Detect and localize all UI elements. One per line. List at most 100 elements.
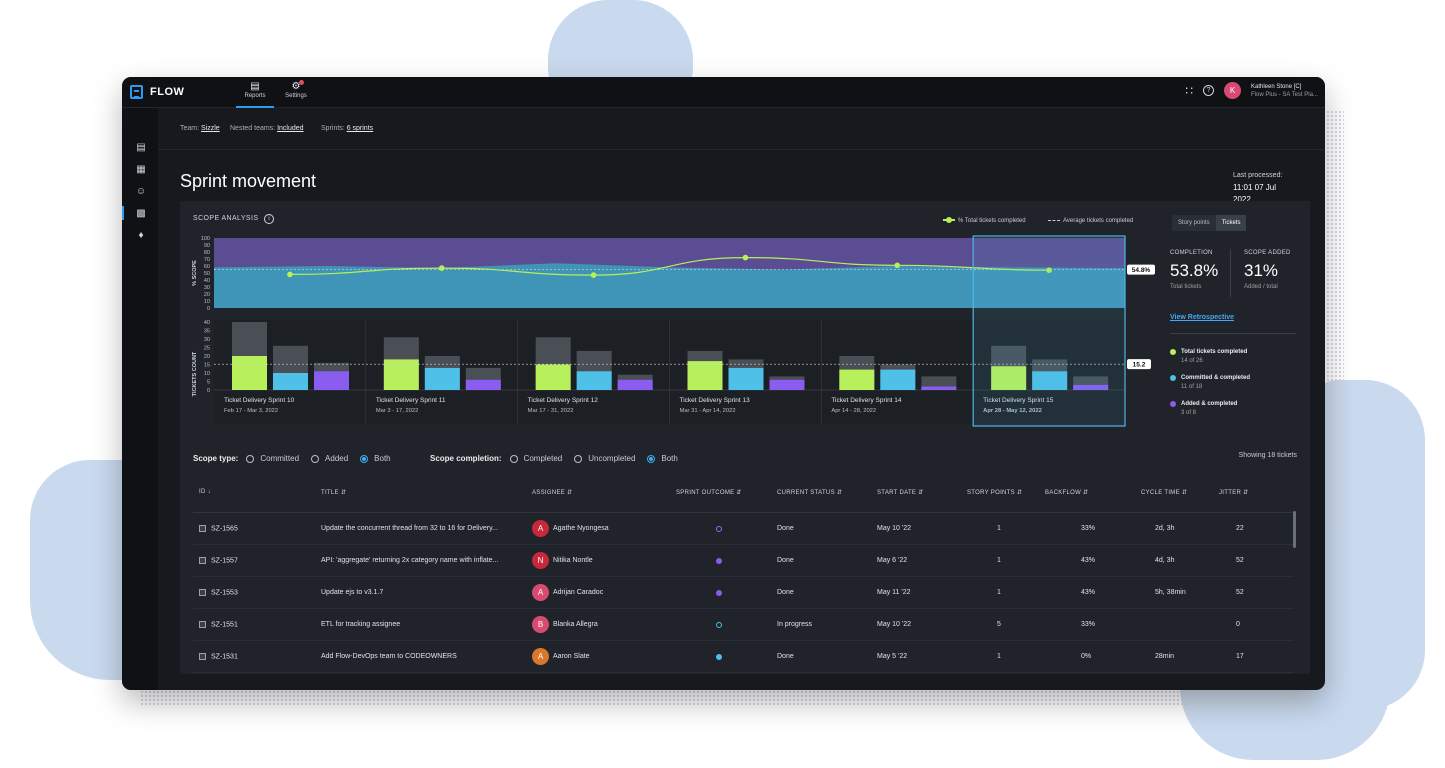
table-row[interactable]: SZ-1553 Update ejs to v3.1.7 A Adrijan Cara… (193, 577, 1293, 609)
column-story-points[interactable]: STORY POINTS ⇵ (967, 489, 1022, 496)
tab-reports-label: Reports (244, 93, 266, 99)
apps-grid-icon[interactable]: ∷ (1185, 83, 1193, 98)
team-filter-value[interactable]: Sizzle (201, 125, 220, 132)
column-jitter[interactable]: JITTER ⇵ (1219, 489, 1248, 496)
column-current-status[interactable]: CURRENT STATUS ⇵ (777, 489, 842, 496)
kpi-divider (1230, 249, 1231, 297)
cell-story-points: 1 (997, 653, 1001, 660)
help-icon[interactable]: ? (1203, 85, 1214, 96)
top-y-tick-label: 90 (204, 243, 210, 249)
cell-id[interactable]: SZ-1551 (199, 621, 238, 628)
bar-committed-completed (1032, 371, 1068, 390)
bar-added-completed (617, 379, 653, 390)
side-legend-total-sub: 14 of 26 (1181, 358, 1203, 364)
cell-status: Done (777, 653, 794, 660)
completion-line (289, 256, 1050, 276)
column-sprint-outcome-label: SPRINT OUTCOME (676, 490, 735, 496)
legend-average: Average tickets completed (1048, 218, 1133, 224)
column-id-label: ID (199, 489, 206, 495)
top-average-badge (1127, 264, 1155, 275)
cell-cycle-time: 5h, 38min (1155, 589, 1186, 596)
bottom-y-tick-label: 20 (204, 354, 210, 360)
cell-id[interactable]: SZ-1531 (199, 653, 238, 660)
column-sprint-outcome[interactable]: SPRINT OUTCOME ⇵ (676, 489, 742, 496)
completion-value: 53.8% (1170, 261, 1219, 280)
table-row[interactable]: SZ-1551 ETL for tracking assignee B Blanka … (193, 609, 1293, 641)
scope-type-committed[interactable]: Committed (246, 454, 299, 463)
completion-kpi: COMPLETION 53.8% Total tickets (1170, 250, 1218, 290)
notification-dot (299, 80, 304, 85)
sprints-value[interactable]: 6 sprints (346, 125, 374, 132)
column-cycle-time[interactable]: CYCLE TIME ⇵ (1141, 489, 1187, 496)
cell-assignee: Blanka Allegra (553, 621, 598, 628)
column-jitter-label: JITTER (1219, 490, 1242, 496)
table-scrollbar[interactable] (1293, 511, 1296, 548)
legend-total-completed: % Total tickets completed (943, 217, 1026, 224)
top-y-tick-label: 50 (204, 271, 210, 277)
sprint-outcome-icon (716, 622, 722, 628)
sidebar-network-icon[interactable]: ♦ (138, 230, 144, 241)
sidebar-bar-chart-icon[interactable]: ▩ (136, 208, 146, 219)
side-legend-committed-sub: 11 of 18 (1181, 384, 1203, 390)
cell-id[interactable]: SZ-1553 (199, 589, 238, 596)
sprint-outcome-icon (716, 558, 722, 564)
tab-reports[interactable]: ▤ Reports (236, 81, 274, 108)
nested-teams-value[interactable]: Included (277, 125, 304, 132)
sidebar-person-icon[interactable]: ☺ (135, 186, 147, 197)
app-logo[interactable]: FLOW (130, 85, 184, 99)
avatar[interactable]: K (1224, 82, 1241, 99)
cell-id[interactable]: SZ-1557 (199, 557, 238, 564)
completion-uncompleted-label: Uncompleted (588, 454, 636, 463)
background-dots-bottom (140, 690, 1310, 706)
column-assignee[interactable]: ASSIGNEE ⇵ (532, 489, 572, 496)
gear-icon: ⚙ (291, 81, 301, 92)
bar-committed-completed (728, 367, 764, 390)
sidebar-active-indicator (122, 206, 124, 220)
chart-icon: ▤ (250, 81, 260, 92)
column-id[interactable]: ID ↓ (199, 489, 211, 495)
column-backflow[interactable]: BACKFLOW ⇵ (1045, 489, 1088, 496)
table-row[interactable]: SZ-1531 Add Flow-DevOps team to CODEOWNER… (193, 641, 1293, 673)
completion-both[interactable]: Both (647, 454, 678, 463)
column-title[interactable]: TITLE ⇵ (321, 489, 346, 496)
completion-uncompleted[interactable]: Uncompleted (574, 454, 635, 463)
user-info[interactable]: Kathleen Stone [C] Flow Plus - SA Test P… (1251, 83, 1319, 99)
app-window: FLOW ▤ Reports ⚙ Settings ∷ ? K Kathleen… (122, 77, 1325, 690)
cell-id-text: SZ-1553 (211, 589, 238, 597)
toggle-story-points[interactable]: Story points (1172, 215, 1216, 231)
bar-committed-completed (273, 373, 308, 390)
cell-start-date: May 11 '22 (877, 589, 911, 596)
sidebar-chart-icon[interactable]: ▤ (136, 142, 146, 153)
bar-added-completed (314, 371, 349, 390)
view-retrospective-link[interactable]: View Retrospective (1170, 314, 1235, 321)
cell-start-date: May 5 '22 (877, 653, 908, 660)
bar-total-completed (383, 359, 419, 390)
scope-added-kpi: SCOPE ADDED 31% Added / total (1244, 250, 1291, 290)
sprints-filter[interactable]: Sprints: 6 sprints (321, 125, 373, 132)
last-processed: Last processed: 11:01 07 Jul 2022 (1233, 170, 1295, 206)
scope-type-filter: Scope type: Committed Added Both (193, 454, 403, 463)
column-start-date[interactable]: START DATE ⇵ (877, 489, 924, 496)
nested-teams-filter[interactable]: Nested teams: Included (230, 125, 304, 132)
scope-type-added[interactable]: Added (311, 454, 348, 463)
tab-settings[interactable]: ⚙ Settings (277, 80, 315, 99)
cell-jitter: 17 (1236, 653, 1244, 660)
cell-story-points: 1 (997, 557, 1001, 564)
divider (1170, 333, 1296, 334)
info-icon[interactable]: i (264, 214, 274, 224)
team-filter[interactable]: Team: Sizzle (180, 125, 220, 132)
sprint-name-label: Ticket Delivery Sprint 14 (831, 397, 902, 404)
table-row[interactable]: SZ-1565 Update the concurrent thread from… (193, 513, 1293, 545)
table-row[interactable]: SZ-1557 API: 'aggregate' returning 2x cat… (193, 545, 1293, 577)
sidebar-calendar-icon[interactable]: ▦ (136, 164, 146, 175)
column-start-date-label: START DATE (877, 490, 917, 496)
completion-completed[interactable]: Completed (509, 454, 562, 463)
bar-total-completed (232, 356, 267, 390)
cell-id[interactable]: SZ-1565 (199, 525, 238, 532)
cell-cycle-time: 28min (1155, 653, 1175, 660)
toggle-tickets[interactable]: Tickets (1215, 215, 1247, 231)
scope-type-both[interactable]: Both (360, 454, 391, 463)
top-y-tick-label: 30 (204, 285, 210, 291)
metric-toggle: Story points Tickets (1172, 215, 1247, 231)
